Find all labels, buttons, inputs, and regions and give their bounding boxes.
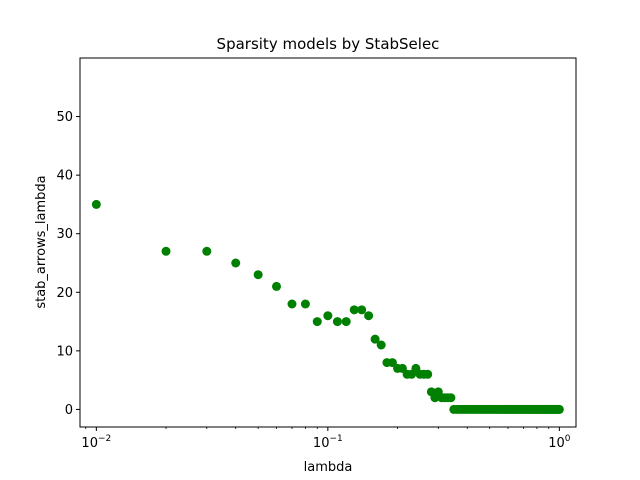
data-point xyxy=(357,305,367,315)
data-point xyxy=(554,404,564,414)
data-point xyxy=(387,358,397,368)
y-tick-label: 0 xyxy=(65,403,73,418)
data-point xyxy=(423,369,433,379)
x-tick-label: 100 xyxy=(548,434,571,451)
data-point xyxy=(312,317,322,327)
data-point xyxy=(446,393,456,403)
y-tick-label: 50 xyxy=(56,110,73,125)
y-axis-title: stab_arrows_lambda xyxy=(34,175,49,308)
x-tick-label: 10−2 xyxy=(81,434,111,451)
data-point xyxy=(202,246,212,256)
data-point xyxy=(91,199,101,209)
y-tick-label: 30 xyxy=(56,227,73,242)
data-point xyxy=(231,258,241,268)
data-point xyxy=(349,305,359,315)
data-point xyxy=(323,311,333,321)
data-point xyxy=(300,299,310,309)
x-axis: 10−2 10−1 100 xyxy=(81,427,571,451)
data-point xyxy=(364,311,374,321)
data-points xyxy=(91,199,564,414)
y-tick-label: 10 xyxy=(56,344,73,359)
x-tick-label: 10−1 xyxy=(313,434,343,451)
y-axis: 0 10 20 30 40 50 xyxy=(56,110,80,418)
data-point xyxy=(253,270,263,280)
y-tick-label: 40 xyxy=(56,169,73,184)
data-point xyxy=(287,299,297,309)
x-axis-title: lambda xyxy=(304,460,353,475)
chart-title: Sparsity models by StabSelec xyxy=(217,35,440,53)
data-point xyxy=(271,281,281,291)
data-point xyxy=(161,246,171,256)
data-point xyxy=(341,317,351,327)
data-point xyxy=(376,340,386,350)
y-tick-label: 20 xyxy=(56,286,73,301)
data-point xyxy=(332,317,342,327)
data-point xyxy=(370,334,380,344)
